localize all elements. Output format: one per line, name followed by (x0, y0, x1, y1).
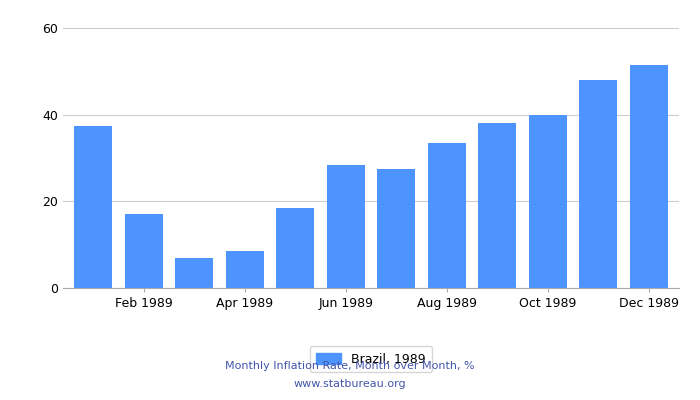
Bar (580, 80, 617, 288)
Bar (630, 65, 668, 288)
Text: www.statbureau.org: www.statbureau.org (294, 379, 406, 389)
Bar (478, 123, 516, 288)
Text: Monthly Inflation Rate, Month over Month, %: Monthly Inflation Rate, Month over Month… (225, 361, 475, 371)
Bar (175, 258, 214, 288)
Bar (428, 143, 466, 288)
Bar (74, 126, 112, 288)
Bar (125, 214, 162, 288)
Legend: Brazil, 1989: Brazil, 1989 (310, 346, 432, 372)
Bar (377, 169, 415, 288)
Bar (528, 115, 567, 288)
Bar (226, 251, 264, 288)
Bar (327, 164, 365, 288)
Bar (276, 208, 314, 288)
